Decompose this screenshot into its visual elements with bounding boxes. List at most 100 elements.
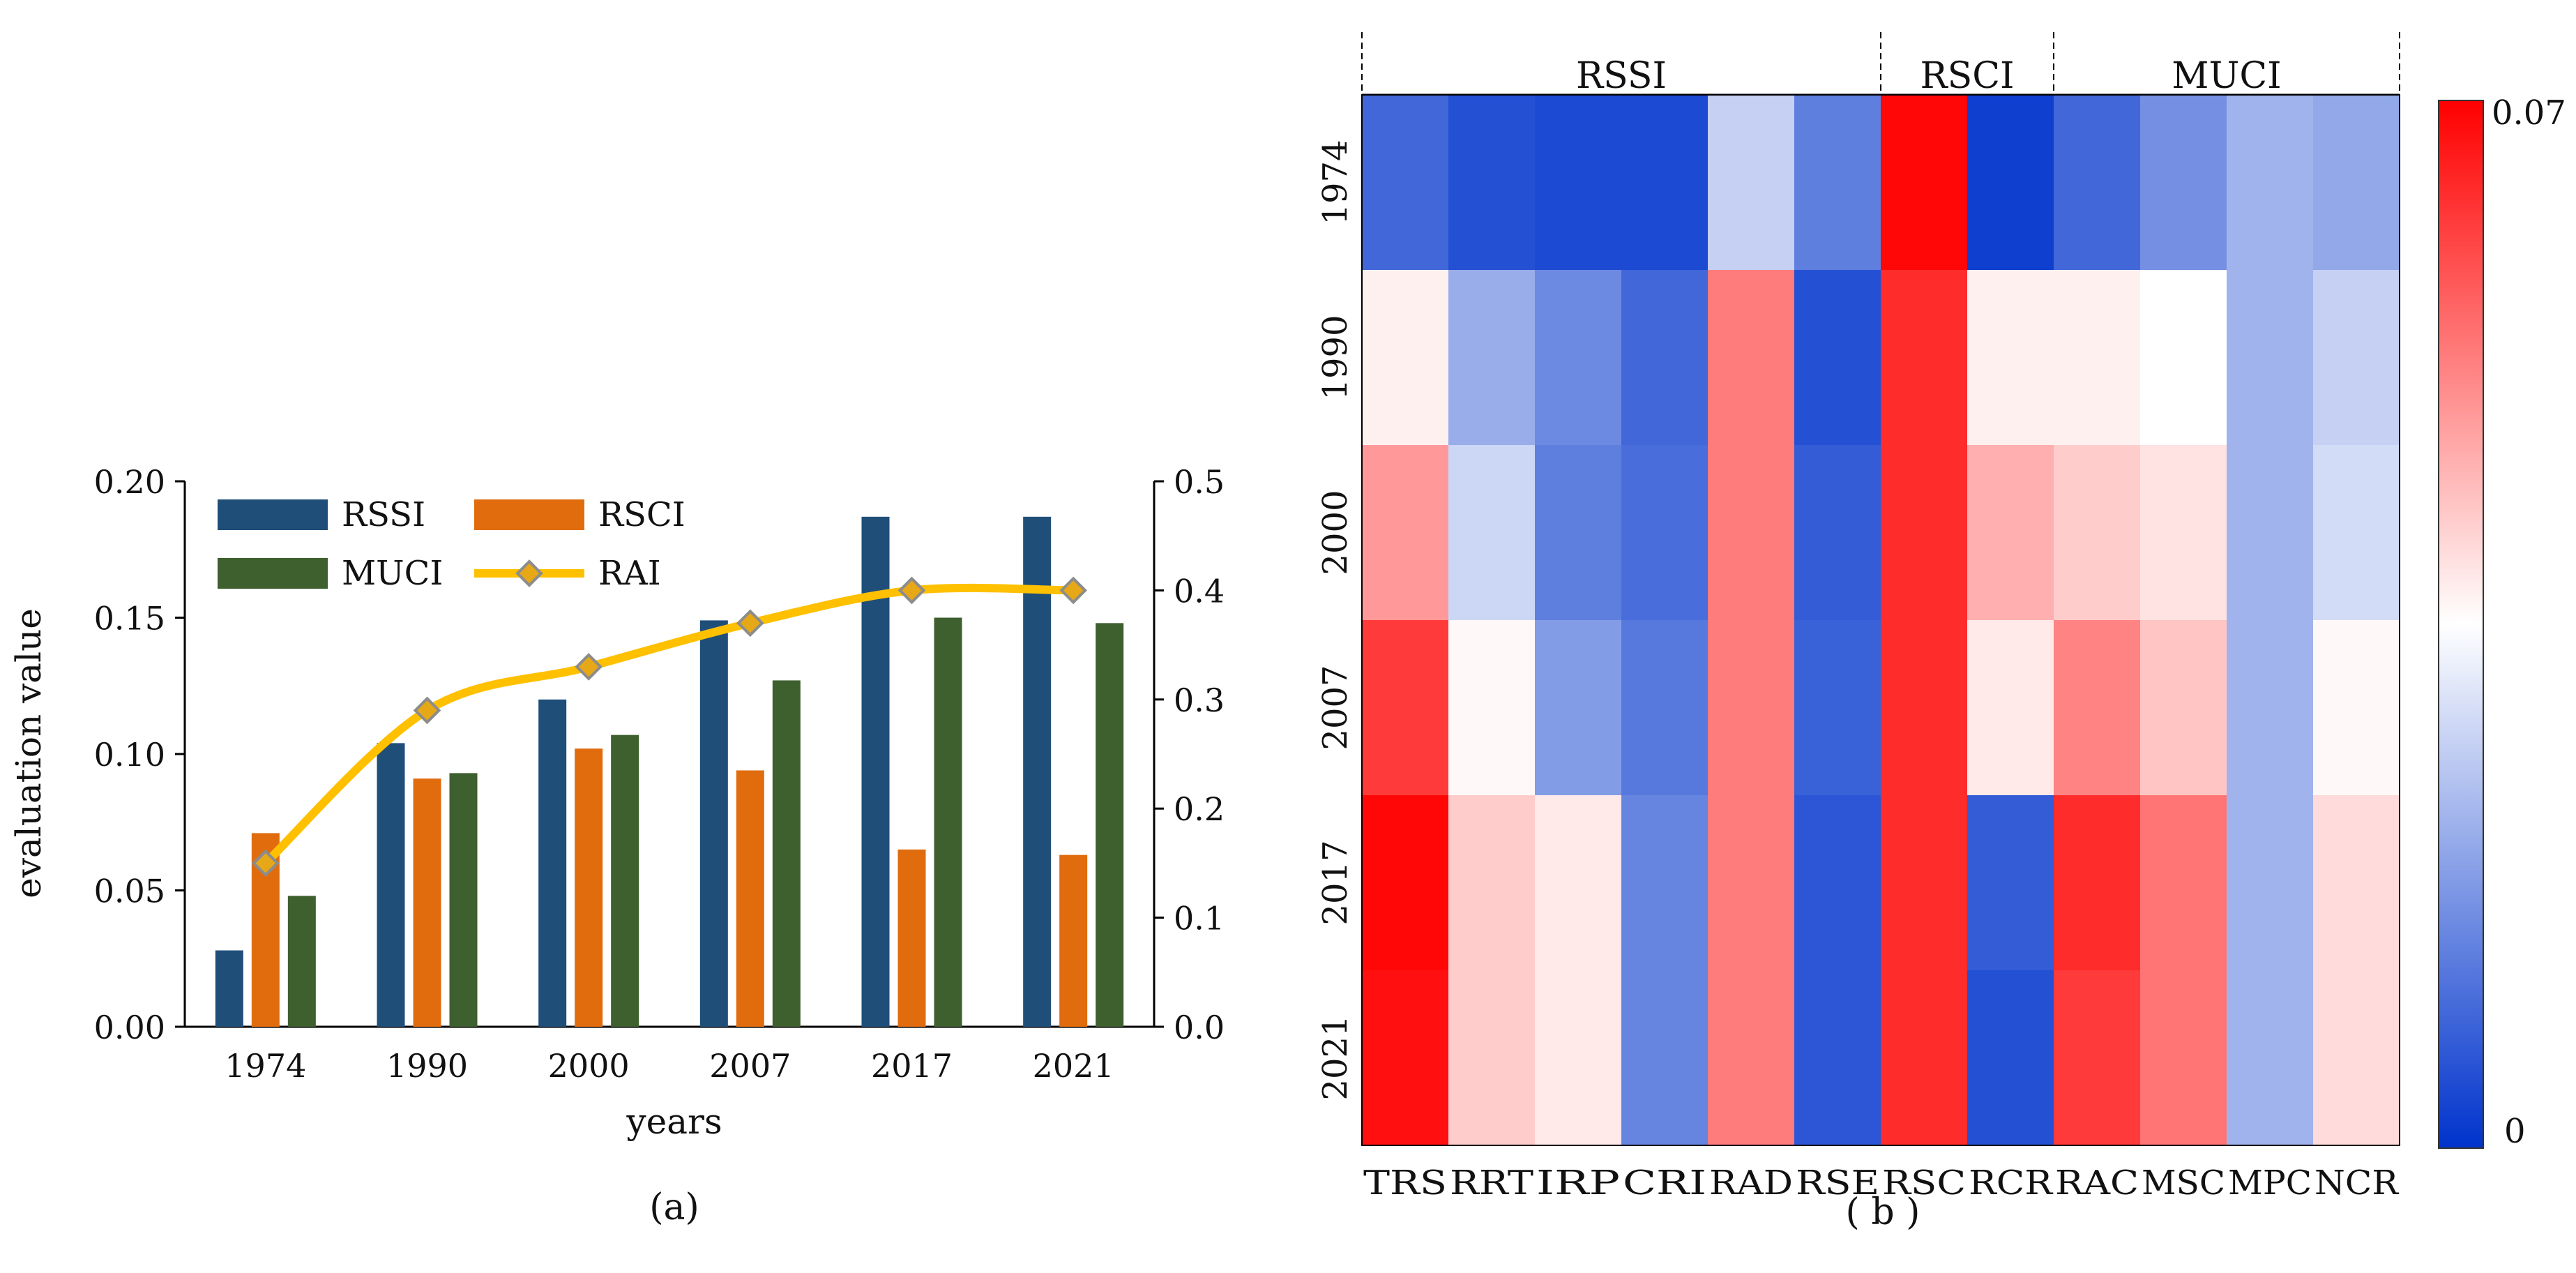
- rsci-bar: [413, 778, 441, 1027]
- group-header: RSSI RSCI MUCI: [1361, 32, 2400, 97]
- heatmap-cell: [2054, 795, 2141, 971]
- rai-point: [736, 609, 764, 638]
- heatmap-cell: [2227, 795, 2314, 971]
- heatmap-cell: [1362, 270, 1449, 446]
- legend-label: MUCI: [342, 554, 443, 593]
- y-tick-label: 0.05: [94, 873, 165, 910]
- rssi-bar: [215, 950, 243, 1027]
- heatmap-cell: [2227, 620, 2314, 796]
- heatmap-cell: [1621, 795, 1709, 971]
- heatmap-cell: [1708, 95, 1795, 271]
- heatmap-cell: [1535, 270, 1622, 446]
- muci-bar: [934, 617, 962, 1027]
- heatmap-cell: [2313, 970, 2400, 1146]
- heatmap-cell: [2140, 620, 2227, 796]
- heatmap-cell: [1967, 445, 2054, 621]
- colorbar: 0.07 0: [2438, 93, 2566, 1151]
- panel-label-a: (a): [649, 1187, 699, 1228]
- heatmap-cell: [1967, 95, 2054, 271]
- legend-swatch-muci: [218, 558, 328, 589]
- heatmap-cell: [2227, 970, 2314, 1146]
- tick-labels: 0.00 0.05 0.10 0.15 0.20 0.0 0.1 0.2 0.3 0.4 0.5 19…: [94, 463, 1225, 1085]
- heatmap-cell: [1708, 795, 1795, 971]
- heatmap-cell: [1794, 270, 1881, 446]
- column-label: RSC: [1882, 1163, 1966, 1203]
- column-label: RCR: [1969, 1163, 2054, 1203]
- legend-marker-rai: [515, 559, 543, 587]
- x-tick-label: 2021: [1033, 1047, 1114, 1085]
- heatmap-cell: [1708, 970, 1795, 1146]
- rai-point: [897, 576, 926, 605]
- y2-tick-label: 0.2: [1174, 790, 1225, 828]
- x-tick-label: 1990: [386, 1047, 468, 1085]
- rssi-bar: [699, 620, 728, 1027]
- rssi-bar: [538, 699, 567, 1027]
- heatmap-cell: [1621, 95, 1709, 271]
- rsci-bar: [736, 770, 764, 1027]
- heatmap-cell: [1362, 795, 1449, 971]
- rsci-bar: [575, 748, 603, 1027]
- colorbar-max-label: 0.07: [2492, 93, 2566, 133]
- row-label: 2021: [1316, 1015, 1355, 1100]
- muci-bar: [611, 735, 639, 1027]
- column-label: RAC: [2055, 1163, 2139, 1203]
- bar-chart-panel: 0.00 0.05 0.10 0.15 0.20 0.0 0.1 0.2 0.3 0.4 0.5 19…: [8, 463, 1225, 1228]
- column-label: TRS: [1363, 1163, 1447, 1203]
- heatmap-cell: [2227, 270, 2314, 446]
- heatmap-cell: [2140, 445, 2227, 621]
- heatmap-cell: [2054, 970, 2141, 1146]
- heatmap-cell: [1794, 445, 1881, 621]
- muci-bar: [772, 680, 801, 1027]
- heatmap-cell: [1448, 445, 1536, 621]
- axes: [175, 480, 1164, 1028]
- legend: RSSI RSCI MUCI RAI: [218, 495, 685, 593]
- rsci-bar: [897, 849, 926, 1027]
- y-tick-label: 0.20: [94, 463, 165, 501]
- heatmap-cell: [1362, 970, 1449, 1146]
- heatmap-cell: [2313, 795, 2400, 971]
- x-axis-label: years: [626, 1101, 722, 1142]
- heatmap-cell: [2054, 270, 2141, 446]
- heatmap-cell: [2140, 795, 2227, 971]
- row-label: 1990: [1316, 315, 1355, 400]
- colorbar-min-label: 0: [2504, 1112, 2526, 1151]
- heatmap-cell: [1448, 970, 1536, 1146]
- column-label: RRT: [1450, 1163, 1533, 1203]
- heatmap-cell: [1362, 445, 1449, 621]
- heatmap-cell: [1794, 970, 1881, 1146]
- y2-tick-label: 0.4: [1174, 572, 1225, 610]
- y-tick-label: 0.15: [94, 600, 165, 638]
- heatmap-cell: [1535, 95, 1622, 271]
- heatmap-cell: [2227, 445, 2314, 621]
- colorbar-bar: [2438, 100, 2484, 1149]
- x-tick-label: 2017: [871, 1047, 953, 1085]
- rai-line: [252, 576, 1087, 877]
- heatmap-cell: [1794, 95, 1881, 271]
- group-label: RSCI: [1920, 55, 2014, 97]
- heatmap-cell: [1621, 445, 1709, 621]
- heatmap-cell: [1967, 270, 2054, 446]
- y-tick-label: 0.00: [94, 1009, 165, 1046]
- column-label: RSE: [1796, 1163, 1879, 1203]
- rssi-bar: [1023, 516, 1052, 1027]
- column-label: RAD: [1709, 1163, 1793, 1203]
- row-labels: 1974 1990 2000 2007 2017 2021: [1316, 140, 1355, 1100]
- heatmap-cell: [1881, 970, 1968, 1146]
- rai-point: [575, 653, 603, 681]
- rai-point: [413, 696, 441, 725]
- heatmap-cell: [1535, 445, 1622, 621]
- heatmap-cell: [1881, 445, 1968, 621]
- x-tick-label: 1974: [225, 1047, 306, 1085]
- row-label: 2000: [1316, 490, 1355, 575]
- heatmap-cell: [1967, 620, 2054, 796]
- bars: [215, 516, 1124, 1027]
- y-axis-label: evaluation value: [8, 608, 49, 898]
- y-tick-label: 0.10: [94, 736, 165, 774]
- heatmap-cell: [1448, 270, 1536, 446]
- rai-line-path: [261, 583, 1078, 868]
- legend-label: RAI: [598, 554, 661, 593]
- y2-tick-label: 0.5: [1174, 463, 1225, 501]
- heatmap-cell: [1362, 95, 1449, 271]
- column-label: MSC: [2142, 1163, 2225, 1203]
